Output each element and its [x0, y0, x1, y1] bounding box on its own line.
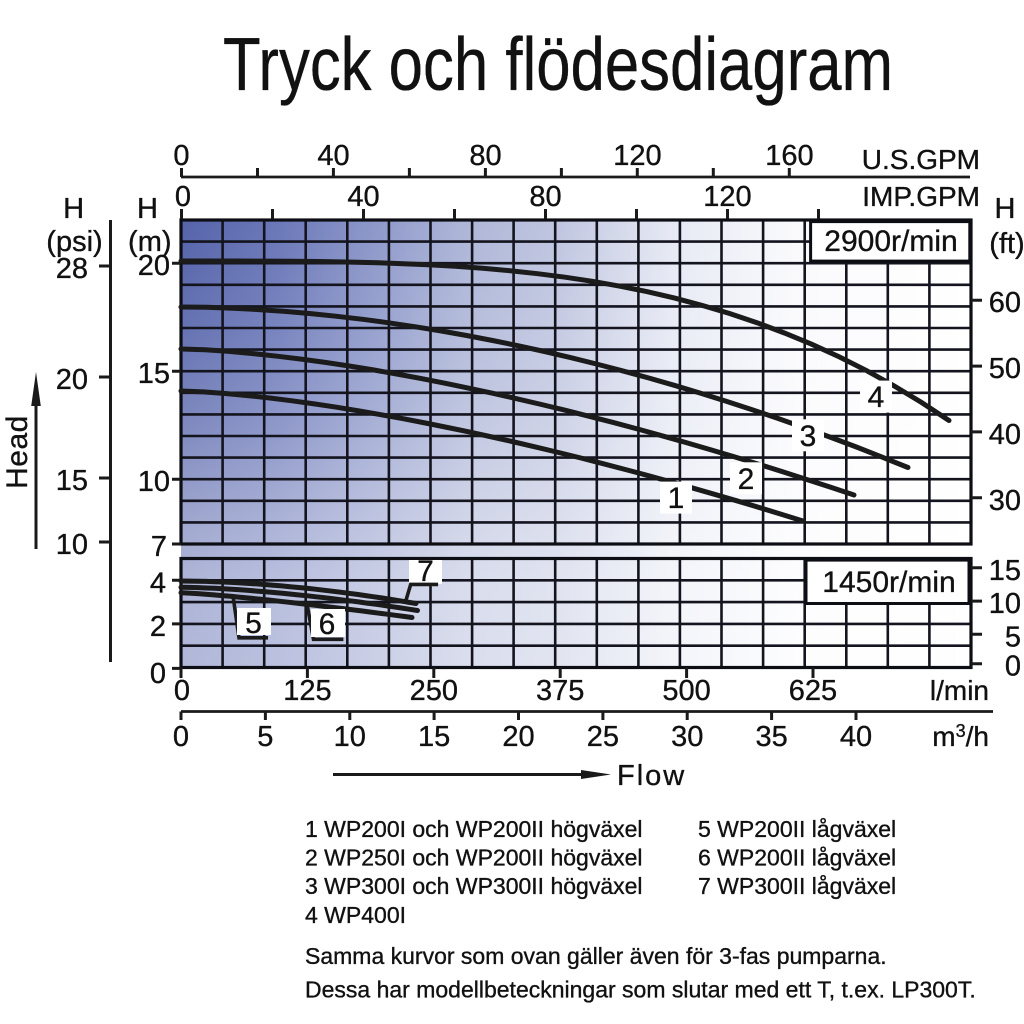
svg-text:5 WP200II lågväxel: 5 WP200II lågväxel: [698, 816, 896, 842]
svg-text:0: 0: [173, 721, 189, 753]
svg-text:0: 0: [174, 675, 190, 707]
svg-text:40: 40: [347, 181, 379, 213]
svg-text:20: 20: [502, 721, 534, 753]
svg-text:4 WP400I: 4 WP400I: [305, 902, 406, 928]
svg-text:10: 10: [989, 588, 1021, 620]
svg-text:(ft): (ft): [989, 228, 1024, 260]
svg-text:15: 15: [138, 358, 170, 390]
svg-text:120: 120: [613, 140, 661, 172]
svg-text:3 WP300I och WP300II högväxel: 3 WP300I och WP300II högväxel: [305, 873, 643, 899]
svg-text:40: 40: [317, 140, 349, 172]
svg-text:7: 7: [151, 531, 167, 563]
svg-text:60: 60: [989, 287, 1021, 319]
svg-text:1 WP200I och WP200II högväxel: 1 WP200I och WP200II högväxel: [305, 816, 643, 842]
svg-text:IMP.GPM: IMP.GPM: [862, 181, 980, 212]
svg-text:15: 15: [56, 465, 88, 497]
svg-text:6 WP200II lågväxel: 6 WP200II lågväxel: [698, 845, 896, 871]
svg-text:0: 0: [150, 658, 166, 690]
svg-text:4: 4: [868, 381, 885, 414]
svg-text:28: 28: [56, 253, 88, 285]
svg-text:Flow: Flow: [617, 760, 686, 792]
svg-text:m3/h: m3/h: [932, 721, 989, 752]
svg-text:6: 6: [319, 608, 336, 641]
svg-text:5: 5: [257, 721, 273, 753]
svg-text:1450r/min: 1450r/min: [822, 566, 955, 599]
svg-text:20: 20: [56, 364, 88, 396]
svg-text:H: H: [995, 193, 1016, 225]
svg-text:10: 10: [138, 466, 170, 498]
svg-text:80: 80: [469, 140, 501, 172]
svg-text:7 WP300II lågväxel: 7 WP300II lågväxel: [698, 873, 896, 899]
svg-text:120: 120: [703, 181, 751, 213]
svg-text:2: 2: [738, 463, 755, 496]
svg-text:(psi): (psi): [46, 226, 102, 258]
svg-text:15: 15: [418, 721, 450, 753]
svg-text:2: 2: [150, 611, 166, 643]
svg-text:l/min: l/min: [930, 675, 989, 706]
svg-text:H: H: [63, 193, 84, 225]
svg-text:160: 160: [765, 140, 813, 172]
svg-text:25: 25: [587, 721, 619, 753]
svg-text:50: 50: [989, 353, 1021, 385]
svg-text:30: 30: [671, 721, 703, 753]
svg-text:40: 40: [840, 721, 872, 753]
svg-text:Dessa har modellbeteckningar s: Dessa har modellbeteckningar som slutar …: [305, 977, 976, 1003]
svg-text:H: H: [137, 193, 158, 225]
svg-text:4: 4: [150, 567, 166, 599]
svg-text:15: 15: [989, 555, 1021, 587]
svg-text:40: 40: [989, 419, 1021, 451]
svg-text:30: 30: [989, 485, 1021, 517]
svg-text:0: 0: [175, 181, 191, 213]
svg-text:500: 500: [662, 675, 710, 707]
svg-text:20: 20: [138, 250, 170, 282]
svg-text:125: 125: [283, 675, 331, 707]
svg-text:0: 0: [173, 140, 189, 172]
svg-text:375: 375: [536, 675, 584, 707]
svg-text:5: 5: [245, 607, 262, 640]
svg-text:10: 10: [56, 529, 88, 561]
svg-text:625: 625: [789, 675, 837, 707]
svg-text:Samma kurvor som ovan gäller ä: Samma kurvor som ovan gäller även för 3-…: [305, 943, 887, 969]
svg-text:2 WP250I och WP200II högväxel: 2 WP250I och WP200II högväxel: [305, 845, 643, 871]
svg-text:Head: Head: [1, 415, 34, 489]
svg-text:7: 7: [417, 555, 434, 588]
svg-text:U.S.GPM: U.S.GPM: [862, 144, 980, 175]
svg-text:0: 0: [1005, 651, 1021, 683]
svg-text:2900r/min: 2900r/min: [824, 225, 957, 258]
svg-text:1: 1: [668, 482, 685, 515]
svg-text:250: 250: [410, 675, 458, 707]
svg-text:10: 10: [334, 721, 366, 753]
svg-text:5: 5: [1005, 621, 1021, 653]
svg-text:3: 3: [800, 420, 817, 453]
svg-text:35: 35: [755, 721, 787, 753]
svg-text:(m): (m): [128, 226, 171, 258]
svg-text:Tryck och flödesdiagram: Tryck och flödesdiagram: [223, 22, 893, 106]
svg-text:80: 80: [529, 181, 561, 213]
